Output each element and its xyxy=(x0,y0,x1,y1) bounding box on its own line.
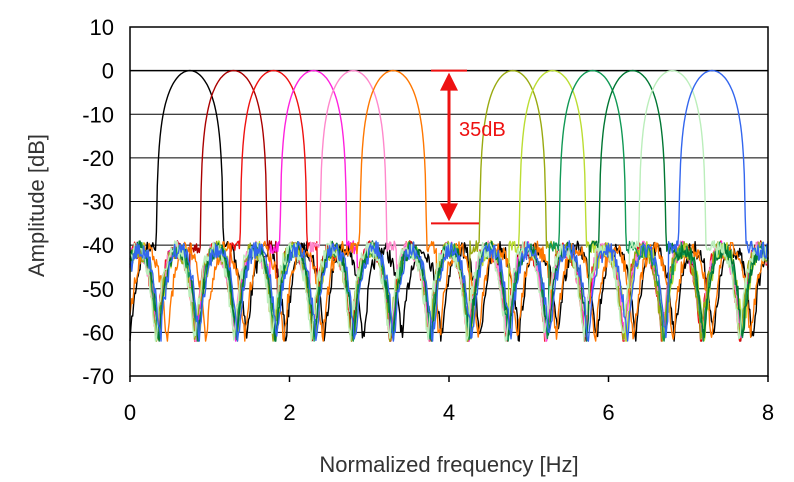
x-tick-label: 8 xyxy=(762,400,774,425)
x-axis-ticks xyxy=(129,376,769,382)
y-tick-label: -70 xyxy=(82,364,114,389)
y-tick-label: -10 xyxy=(82,102,114,127)
y-tick-label: -30 xyxy=(82,190,114,215)
series-line-12 xyxy=(129,69,769,342)
y-tick-label: -50 xyxy=(82,277,114,302)
annotation: 35dB xyxy=(431,69,506,225)
y-tick-label: -20 xyxy=(82,146,114,171)
x-tick-label: 6 xyxy=(602,400,614,425)
y-tick-label: -60 xyxy=(82,320,114,345)
annotation-label: 35dB xyxy=(459,119,506,141)
annotation-arrowhead-top xyxy=(440,72,458,91)
annotation-arrowhead-bottom xyxy=(440,203,458,222)
x-axis-tick-labels: 0 2 4 6 8 xyxy=(124,400,774,425)
x-tick-label: 0 xyxy=(124,400,136,425)
series-line-6 xyxy=(129,69,769,342)
y-axis-tick-labels: 10 0 -10 -20 -30 -40 -50 -60 -70 xyxy=(82,15,114,389)
y-axis-title: Amplitude [dB] xyxy=(24,134,49,277)
x-axis-title: Normalized frequency [Hz] xyxy=(319,452,578,477)
y-tick-label: -40 xyxy=(82,233,114,258)
series-layer xyxy=(129,69,769,342)
x-tick-label: 2 xyxy=(283,400,295,425)
y-tick-label: 0 xyxy=(102,59,114,84)
x-tick-label: 4 xyxy=(443,400,455,425)
y-tick-label: 10 xyxy=(90,15,114,40)
